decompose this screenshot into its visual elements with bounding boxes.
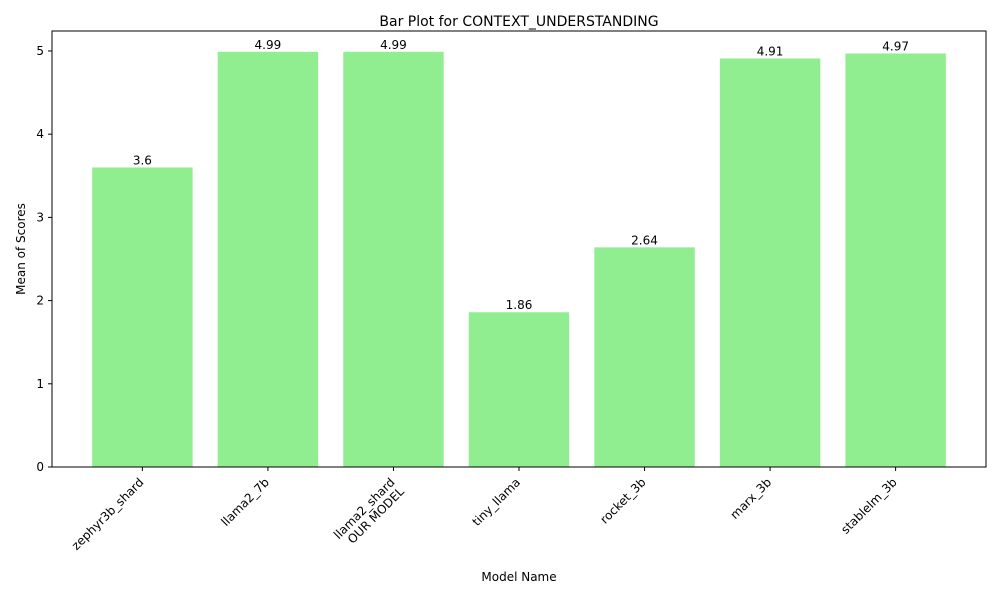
x-tick-label: rocket_3b — [597, 475, 648, 526]
bar — [594, 247, 695, 467]
y-tick-label: 2 — [36, 294, 44, 308]
bar — [719, 58, 821, 468]
bar-value-label: 4.97 — [882, 39, 909, 53]
y-tick-label: 4 — [36, 127, 44, 141]
bar-value-label: 4.91 — [757, 44, 784, 58]
x-tick-label: marx_3b — [728, 475, 775, 522]
chart-title: Bar Plot for CONTEXT_UNDERSTANDING — [379, 14, 658, 30]
plot-frame — [51, 30, 987, 468]
y-axis-label: Mean of Scores — [14, 203, 28, 295]
value-labels-group: 3.6 4.99 4.99 1.86 2.64 4.91 4.97 — [133, 38, 909, 312]
bar — [343, 51, 444, 468]
y-tick-label: 1 — [36, 377, 44, 391]
y-axis: 0 1 2 3 4 5 — [36, 44, 52, 474]
bar — [217, 51, 319, 468]
bar-value-label: 2.64 — [631, 233, 658, 247]
bar — [468, 312, 570, 467]
x-tick-label: stablelm_3b — [838, 475, 899, 536]
y-tick-label: 3 — [36, 210, 44, 224]
bar-value-label: 3.6 — [133, 153, 152, 167]
x-axis-label: Model Name — [481, 570, 556, 584]
x-tick-label: llama2_shardOUR MODEL — [331, 475, 407, 551]
x-tick-label: tiny_llama — [470, 475, 524, 529]
x-tick-label: llama2_7b — [218, 475, 272, 529]
x-tick-label: zephyr3b_shard — [69, 475, 147, 553]
x-axis: zephyr3b_shard llama2_7b llama2_shardOUR M… — [69, 467, 900, 553]
bar — [845, 53, 946, 467]
y-tick-label: 0 — [36, 460, 44, 474]
bar-value-label: 4.99 — [255, 38, 282, 52]
bars-group — [92, 51, 946, 468]
bar — [92, 167, 193, 467]
bar-value-label: 1.86 — [506, 298, 533, 312]
y-tick-label: 5 — [36, 44, 44, 58]
bar-value-label: 4.99 — [380, 38, 407, 52]
